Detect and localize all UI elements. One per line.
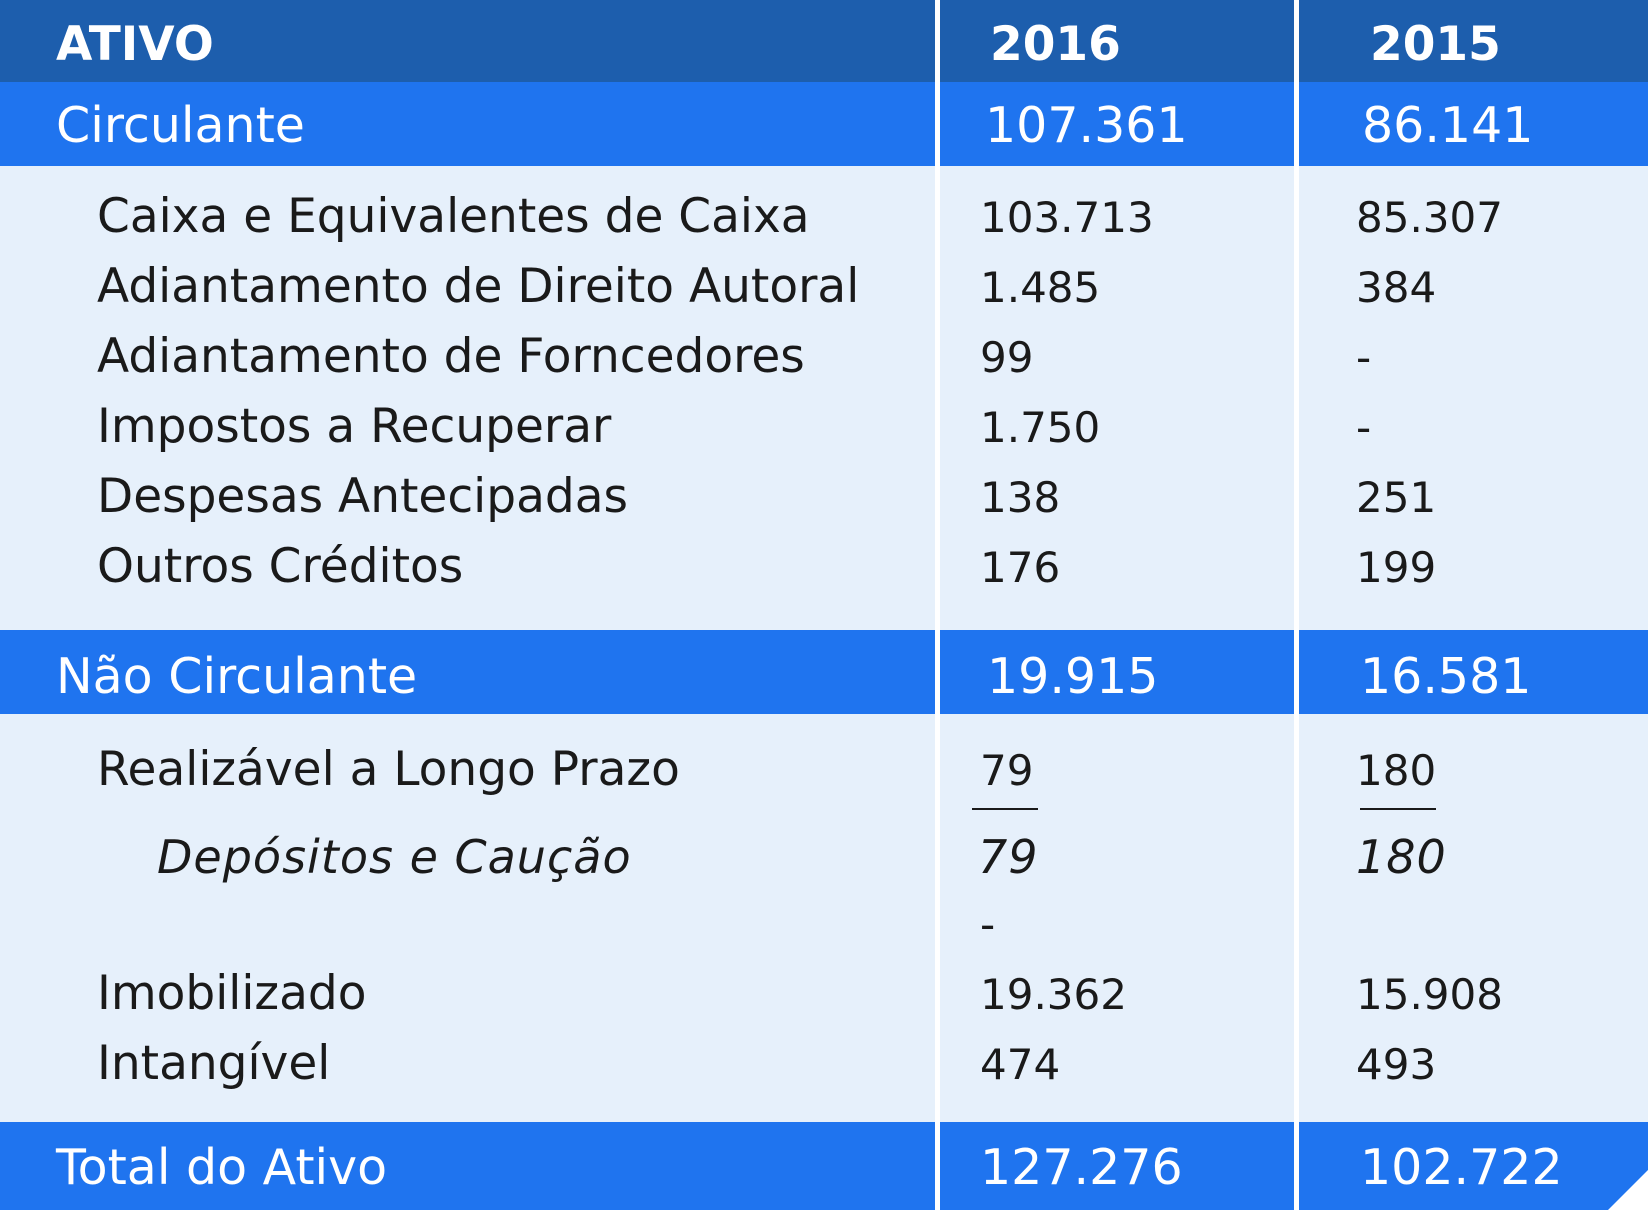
- realizavel-label: Realizável a Longo Prazo: [97, 742, 680, 797]
- row-value-2016: 138: [980, 473, 1061, 522]
- row-label: Adiantamento de Direito Autoral: [97, 259, 860, 314]
- row-value-2015: -: [1356, 403, 1372, 452]
- header-label: ATIVO: [56, 17, 214, 72]
- imobilizado-2015: 15.908: [1356, 970, 1503, 1019]
- row-label: Despesas Antecipadas: [97, 469, 628, 524]
- nao-circulante-body: [0, 714, 1648, 1122]
- header-row: [0, 0, 1648, 82]
- intangivel-2016: 474: [980, 1040, 1061, 1089]
- row-label: Outros Créditos: [97, 539, 464, 594]
- header-year-2016: 2016: [990, 17, 1121, 72]
- nao-circulante-2015: 16.581: [1360, 648, 1532, 705]
- row-value-2016: 1.485: [980, 263, 1101, 312]
- row-value-2015: 251: [1356, 473, 1437, 522]
- row-value-2015: 384: [1356, 263, 1437, 312]
- dash-2016: -: [980, 900, 996, 949]
- nao-circulante-2016: 19.915: [987, 648, 1159, 705]
- row-label: Adiantamento de Forncedores: [97, 329, 805, 384]
- nao-circulante-label: Não Circulante: [56, 648, 418, 705]
- realizavel-2015: 180: [1356, 746, 1437, 795]
- depositos-label: Depósitos e Caução: [157, 830, 632, 884]
- total-row: [0, 1122, 1648, 1210]
- total-label: Total do Ativo: [56, 1139, 388, 1196]
- circulante-body: [0, 166, 1648, 630]
- circulante-label: Circulante: [56, 97, 305, 154]
- row-label: Caixa e Equivalentes de Caixa: [97, 189, 810, 244]
- imobilizado-2016: 19.362: [980, 970, 1127, 1019]
- intangivel-2015: 493: [1356, 1040, 1437, 1089]
- circulante-2016: 107.361: [985, 97, 1188, 154]
- row-value-2016: 99: [980, 333, 1034, 382]
- total-2016: 127.276: [980, 1139, 1183, 1196]
- realizavel-2016: 79: [980, 746, 1034, 795]
- subtotal-underline: [972, 808, 1038, 810]
- imobilizado-label: Imobilizado: [97, 966, 367, 1021]
- depositos-2015: 180: [1356, 830, 1447, 884]
- total-2015: 102.722: [1360, 1139, 1563, 1196]
- column-divider: [935, 0, 940, 1210]
- depositos-2016: 79: [978, 830, 1039, 884]
- subtotal-underline: [1360, 808, 1436, 810]
- row-label: Impostos a Recuperar: [97, 399, 612, 454]
- folded-corner: [1608, 1170, 1648, 1210]
- row-value-2015: 85.307: [1356, 193, 1503, 242]
- row-value-2016: 1.750: [980, 403, 1101, 452]
- row-value-2015: -: [1356, 333, 1372, 382]
- row-value-2016: 176: [980, 543, 1061, 592]
- circulante-row: [0, 82, 1648, 166]
- column-divider: [1294, 0, 1299, 1210]
- row-value-2016: 103.713: [980, 193, 1154, 242]
- nao-circulante-row: [0, 630, 1648, 714]
- intangivel-label: Intangível: [97, 1036, 331, 1091]
- row-value-2015: 199: [1356, 543, 1437, 592]
- circulante-2015: 86.141: [1362, 97, 1534, 154]
- header-year-2015: 2015: [1370, 17, 1501, 72]
